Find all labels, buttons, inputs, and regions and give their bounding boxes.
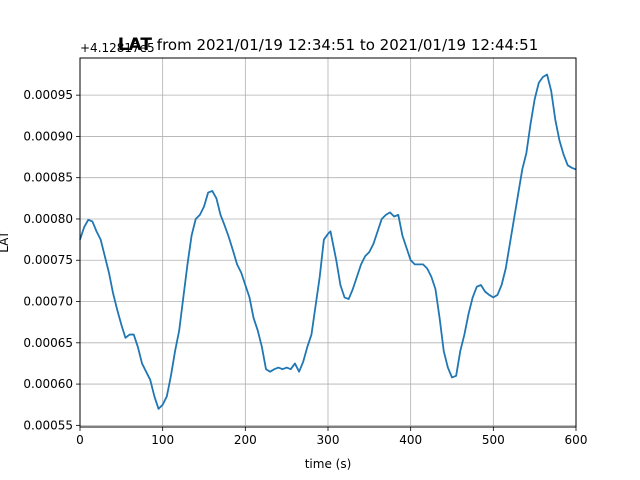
x-axis-label: time (s) bbox=[305, 457, 352, 471]
chart-title-bold-part: LAT bbox=[118, 35, 153, 55]
y-tick-label: 0.00085 bbox=[23, 171, 73, 185]
x-axis-ticks: 0 100 200 300 400 500 600 bbox=[76, 427, 587, 447]
y-axis-label: LAT bbox=[0, 231, 11, 253]
y-tick-label: 0.00065 bbox=[23, 336, 73, 350]
y-tick-label: 0.00060 bbox=[23, 377, 73, 391]
y-tick-label: 0.00095 bbox=[23, 88, 73, 102]
chart-title-rest: from 2021/01/19 12:34:51 to 2021/01/19 1… bbox=[152, 36, 538, 54]
grid-lines bbox=[79, 58, 577, 427]
chart-title: LAT from 2021/01/19 12:34:51 to 2021/01/… bbox=[118, 35, 539, 55]
y-offset-label: +4.12817e5 bbox=[80, 41, 155, 55]
y-axis-ticks: 0.00055 0.00060 0.00065 0.00070 0.00075 0.000… bbox=[23, 88, 80, 432]
x-tick-label: 500 bbox=[482, 433, 505, 447]
x-tick-label: 300 bbox=[317, 433, 340, 447]
y-tick-label: 0.00075 bbox=[23, 253, 73, 267]
y-tick-label: 0.00090 bbox=[23, 129, 73, 143]
x-tick-label: 400 bbox=[399, 433, 422, 447]
y-tick-label: 0.00080 bbox=[23, 212, 73, 226]
y-tick-label: 0.00070 bbox=[23, 295, 73, 309]
series-line bbox=[79, 73, 577, 410]
x-tick-label: 0 bbox=[76, 433, 84, 447]
series-line-layer bbox=[79, 73, 577, 410]
y-tick-label: 0.00055 bbox=[23, 418, 73, 432]
x-tick-label: 100 bbox=[151, 433, 174, 447]
x-tick-label: 200 bbox=[234, 433, 257, 447]
x-tick-label: 600 bbox=[565, 433, 588, 447]
